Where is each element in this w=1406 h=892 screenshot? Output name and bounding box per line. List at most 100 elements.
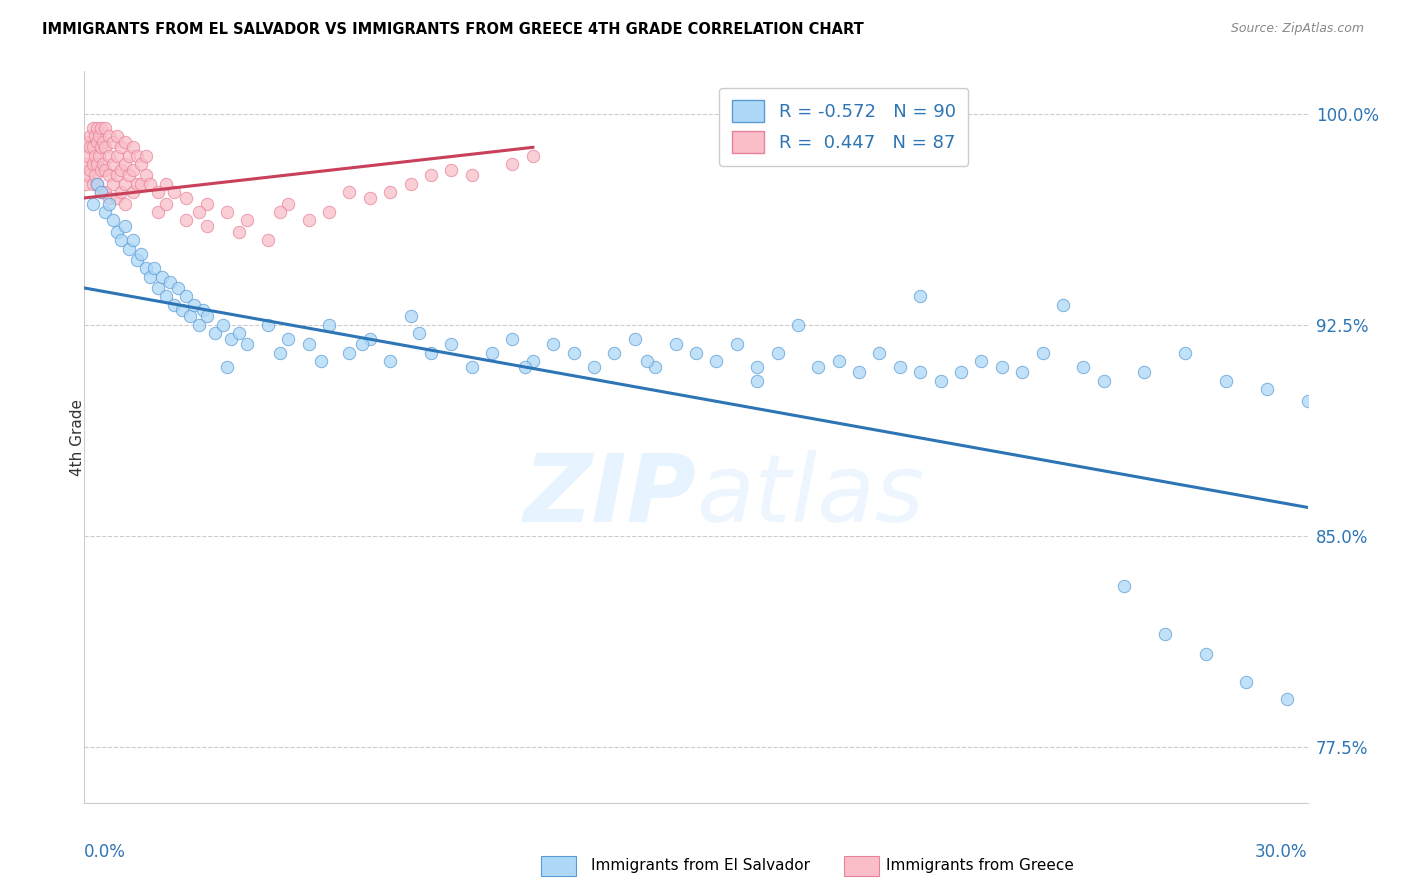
Point: [217, 205, 239, 219]
Point: [339, 186, 361, 200]
Text: ZIP: ZIP: [523, 450, 696, 541]
Y-axis label: 4th Grade: 4th Grade: [70, 399, 84, 475]
Point: [298, 337, 321, 351]
Point: [747, 359, 769, 374]
Point: [350, 337, 373, 351]
Point: [90, 120, 112, 135]
Point: [90, 186, 112, 200]
Point: [86, 157, 108, 171]
Point: [114, 157, 136, 171]
Point: [122, 162, 145, 177]
Point: [101, 213, 124, 227]
Point: [86, 177, 108, 191]
Point: [135, 149, 157, 163]
Point: [420, 169, 443, 183]
Point: [1032, 345, 1054, 359]
Point: [481, 345, 503, 359]
Point: [114, 196, 136, 211]
Point: [543, 337, 565, 351]
Point: [79, 162, 101, 177]
Point: [298, 213, 321, 227]
Point: [212, 318, 235, 332]
Point: [159, 276, 181, 290]
Point: [93, 140, 115, 154]
Text: Immigrants from El Salvador: Immigrants from El Salvador: [591, 858, 810, 872]
Point: [105, 191, 128, 205]
Point: [787, 318, 810, 332]
Point: [77, 149, 100, 163]
Point: [624, 332, 647, 346]
Point: [318, 318, 340, 332]
Point: [155, 177, 177, 191]
Point: [163, 186, 186, 200]
Point: [155, 289, 177, 303]
Point: [257, 318, 280, 332]
Point: [146, 281, 169, 295]
Point: [1114, 579, 1136, 593]
Point: [869, 345, 891, 359]
Point: [83, 149, 105, 163]
Point: [127, 149, 149, 163]
Point: [91, 157, 114, 171]
Point: [114, 135, 136, 149]
Point: [110, 140, 132, 154]
Point: [889, 359, 911, 374]
Text: Source: ZipAtlas.com: Source: ZipAtlas.com: [1230, 22, 1364, 36]
Point: [101, 157, 124, 171]
Point: [1256, 382, 1278, 396]
Point: [440, 337, 463, 351]
Point: [1011, 365, 1033, 379]
Point: [163, 298, 186, 312]
Point: [420, 345, 443, 359]
Point: [747, 374, 769, 388]
Point: [83, 169, 105, 183]
Text: Immigrants from Greece: Immigrants from Greece: [886, 858, 1074, 872]
Point: [191, 303, 214, 318]
Point: [86, 177, 108, 191]
Point: [114, 177, 136, 191]
Point: [114, 219, 136, 233]
Point: [179, 309, 201, 323]
Point: [236, 337, 259, 351]
Point: [910, 289, 932, 303]
Point: [725, 337, 748, 351]
Point: [1174, 345, 1197, 359]
Point: [399, 309, 422, 323]
Point: [91, 135, 114, 149]
Point: [636, 354, 658, 368]
Point: [848, 365, 870, 379]
Point: [93, 120, 115, 135]
Point: [105, 149, 128, 163]
Point: [75, 177, 97, 191]
Point: [118, 242, 141, 256]
Point: [87, 149, 110, 163]
Point: [131, 247, 153, 261]
Point: [105, 169, 128, 183]
Point: [929, 374, 952, 388]
Point: [90, 186, 112, 200]
Point: [75, 157, 97, 171]
Point: [167, 281, 190, 295]
Point: [131, 177, 153, 191]
Point: [105, 225, 128, 239]
Point: [380, 354, 402, 368]
Point: [82, 177, 104, 191]
Point: [131, 157, 153, 171]
Point: [187, 205, 209, 219]
Point: [135, 169, 157, 183]
Point: [97, 196, 120, 211]
Point: [142, 261, 165, 276]
Point: [1296, 393, 1319, 408]
Point: [118, 149, 141, 163]
Point: [522, 354, 544, 368]
Point: [513, 359, 536, 374]
Point: [440, 162, 463, 177]
Point: [135, 261, 157, 276]
Point: [1195, 647, 1218, 661]
Point: [461, 359, 484, 374]
Point: [90, 162, 112, 177]
Point: [138, 269, 160, 284]
Point: [122, 186, 145, 200]
Point: [399, 177, 422, 191]
Point: [82, 140, 104, 154]
